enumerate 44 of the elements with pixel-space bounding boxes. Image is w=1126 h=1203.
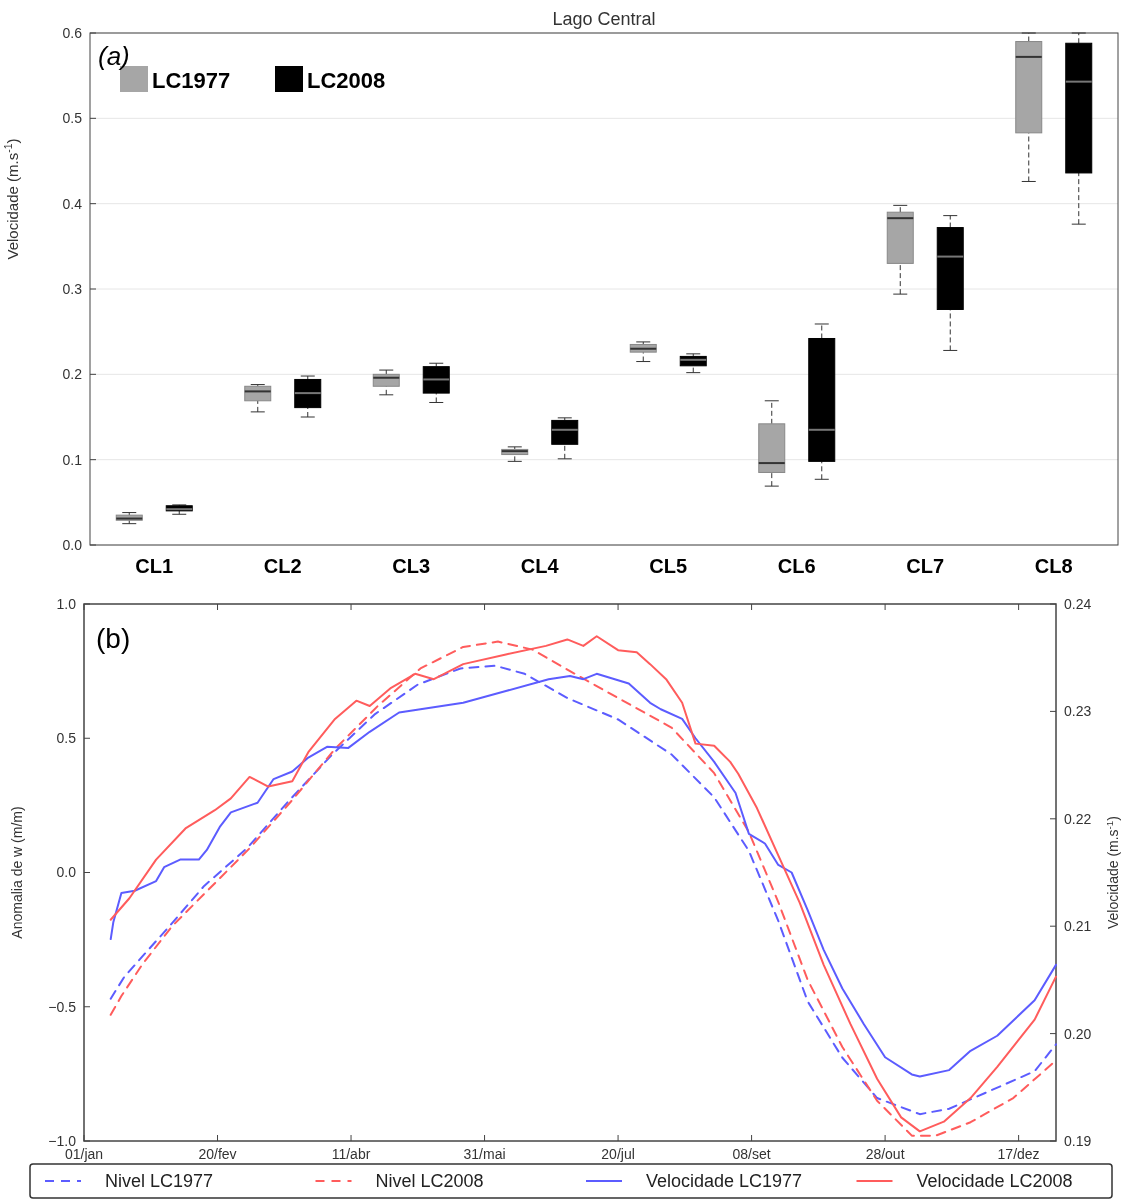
legend-label: LC2008 — [307, 68, 386, 93]
y2-tick-label: 0.22 — [1064, 810, 1092, 827]
annotation: (a) — [98, 41, 130, 71]
x-tick-label: 08/set — [732, 1146, 771, 1162]
legend-label: Velocidade LC2008 — [916, 1171, 1073, 1191]
x-tick-label: CL8 — [1034, 555, 1073, 577]
legend-label: LC1977 — [152, 68, 231, 93]
x-tick-label: CL7 — [906, 555, 945, 577]
x-tick-label: CL4 — [520, 555, 560, 577]
y-tick-label: 0.5 — [62, 110, 83, 127]
y2-tick-label: 0.21 — [1064, 918, 1092, 935]
x-tick-label: 20/jul — [601, 1146, 635, 1162]
x-tick-label: 01/jan — [64, 1146, 104, 1162]
y-tick-label: 0.0 — [56, 864, 77, 881]
x-tick-label: CL2 — [263, 555, 302, 577]
y-tick-label: −1.0 — [48, 1132, 77, 1149]
legend-label: Nivel LC2008 — [375, 1171, 484, 1191]
annotation: (b) — [96, 623, 131, 654]
legend-label: Velocidade LC1977 — [646, 1171, 803, 1191]
x-tick-label: 28/out — [865, 1146, 905, 1162]
y-tick-label: 0.2 — [62, 366, 83, 383]
y-tick-label: 0.1 — [62, 451, 83, 468]
x-tick-label: 31/mai — [463, 1146, 506, 1162]
y2-tick-label: 0.19 — [1064, 1132, 1092, 1149]
y2-tick-label: 0.20 — [1064, 1025, 1092, 1042]
y-tick-label: 0.4 — [62, 195, 83, 212]
x-tick-label: CL5 — [649, 555, 688, 577]
y-tick-label: 0.3 — [62, 280, 83, 297]
x-tick-label: 11/abr — [331, 1146, 371, 1162]
chart-title: Lago Central — [552, 9, 656, 29]
x-tick-label: 20/fev — [198, 1146, 237, 1162]
y2-tick-label: 0.23 — [1064, 703, 1092, 720]
legend-label: Nivel LC1977 — [105, 1171, 214, 1191]
y-tick-label: 0.0 — [62, 536, 83, 553]
x-tick-label: 17/dez — [997, 1146, 1040, 1162]
y2-tick-label: 0.24 — [1064, 595, 1092, 612]
y-axis-title: Anomalia de w (m/m) — [9, 806, 25, 939]
y-tick-label: 1.0 — [56, 595, 77, 612]
x-tick-label: CL6 — [777, 555, 816, 577]
y-tick-label: 0.5 — [56, 730, 77, 747]
x-tick-label: CL1 — [135, 555, 174, 577]
x-tick-label: CL3 — [392, 555, 431, 577]
y-tick-label: −0.5 — [48, 998, 77, 1015]
y-tick-label: 0.6 — [62, 24, 83, 41]
